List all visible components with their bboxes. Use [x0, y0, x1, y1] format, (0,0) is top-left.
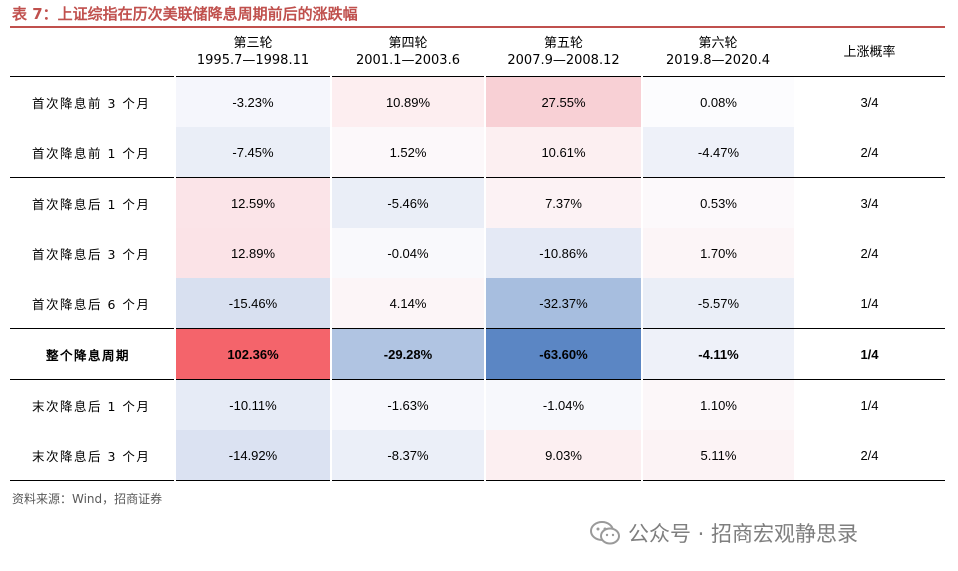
row-label: 首次降息后 1 个月 [32, 196, 151, 212]
value-cell: 12.89% [174, 228, 331, 278]
round-period: 2001.1—2003.6 [356, 53, 460, 68]
value-cell: 0.53% [641, 177, 794, 228]
probability-cell: 3/4 [860, 195, 879, 211]
value-cell: 9.03% [484, 430, 642, 481]
value-cell: -1.04% [484, 379, 642, 430]
value-cell: 102.36% [174, 328, 331, 380]
value-cell: -32.37% [484, 278, 642, 329]
value-cell: -5.46% [330, 177, 485, 228]
table-row: 首次降息前 3 个月 -3.23% 10.89% 27.55% 0.08% 3/… [10, 76, 945, 127]
probability-cell: 1/4 [860, 397, 879, 413]
round-name: 第三轮 [233, 36, 273, 51]
value-cell: -4.47% [641, 127, 794, 178]
value-cell: 4.14% [330, 278, 485, 329]
table-row: 末次降息后 3 个月 -14.92% -8.37% 9.03% 5.11% 2/… [10, 430, 945, 481]
table-title: 表 7：上证综指在历次美联储降息周期前后的涨跌幅 [12, 5, 358, 23]
title-divider [10, 26, 945, 28]
value-cell: 10.61% [484, 127, 642, 178]
source-note: 资料来源：Wind，招商证券 [12, 492, 163, 506]
value-cell: -63.60% [484, 328, 642, 380]
table-row-total: 整个降息周期 102.36% -29.28% -63.60% -4.11% 1/… [10, 328, 945, 380]
watermark-text: 公众号 · 招商宏观静思录 [628, 522, 859, 546]
probability-cell: 2/4 [794, 430, 945, 481]
value-cell: -8.37% [330, 430, 485, 481]
table-row: 首次降息后 6 个月 -15.46% 4.14% -32.37% -5.57% … [10, 278, 945, 329]
round-name: 第六轮 [698, 36, 738, 51]
value-cell: 10.89% [330, 76, 485, 127]
table-row: 首次降息前 1 个月 -7.45% 1.52% 10.61% -4.47% 2/… [10, 127, 945, 178]
value-cell: 12.59% [174, 177, 331, 228]
column-header: 第五轮 2007.9—2008.12 [485, 28, 642, 77]
round-period: 2019.8—2020.4 [666, 53, 770, 68]
value-cell: -7.45% [174, 127, 331, 178]
round-name: 第四轮 [388, 36, 428, 51]
column-header: 第六轮 2019.8—2020.4 [642, 28, 794, 77]
row-label: 首次降息前 1 个月 [10, 127, 175, 178]
row-label: 首次降息后 6 个月 [10, 278, 175, 329]
value-cell: -10.11% [174, 379, 331, 430]
header-corner [10, 28, 175, 77]
value-cell: -29.28% [330, 328, 485, 380]
value-cell: -3.23% [174, 76, 331, 127]
row-label: 首次降息后 3 个月 [32, 246, 151, 262]
header-row: 第三轮 1995.7—1998.11 第四轮 2001.1—2003.6 第五轮 20… [10, 28, 945, 77]
row-label: 整个降息周期 [10, 328, 175, 380]
value-cell: -14.92% [174, 430, 331, 481]
value-cell: -0.04% [330, 228, 485, 278]
value-cell: -1.63% [330, 379, 485, 430]
column-header: 第四轮 2001.1—2003.6 [331, 28, 485, 77]
probability-cell: 2/4 [860, 245, 879, 261]
value-cell: 0.08% [641, 76, 794, 127]
row-label: 末次降息后 3 个月 [10, 430, 175, 481]
round-period: 1995.7—1998.11 [196, 53, 310, 68]
row-label: 首次降息前 3 个月 [32, 95, 151, 111]
value-cell: 1.10% [641, 379, 794, 430]
table-row: 首次降息后 3 个月 12.89% -0.04% -10.86% 1.70% 2… [10, 228, 945, 278]
value-cell: -5.57% [641, 278, 794, 329]
table-row: 末次降息后 1 个月 -10.11% -1.63% -1.04% 1.10% 1… [10, 379, 945, 430]
value-cell: -15.46% [174, 278, 331, 329]
value-cell: 27.55% [484, 76, 642, 127]
returns-table: 第三轮 1995.7—1998.11 第四轮 2001.1—2003.6 第五轮 20… [10, 28, 945, 481]
round-period: 2007.9—2008.12 [507, 53, 620, 68]
value-cell: 7.37% [484, 177, 642, 228]
value-cell: -10.86% [484, 228, 642, 278]
value-cell: 5.11% [641, 430, 794, 481]
value-cell: 1.70% [641, 228, 794, 278]
wechat-icon [590, 521, 620, 545]
probability-cell: 1/4 [794, 278, 945, 329]
round-name: 第五轮 [543, 36, 583, 51]
probability-cell: 3/4 [860, 94, 879, 110]
probability-cell: 2/4 [794, 127, 945, 178]
table-row: 首次降息后 1 个月 12.59% -5.46% 7.37% 0.53% 3/4 [10, 177, 945, 228]
probability-cell: 1/4 [794, 328, 945, 380]
watermark: 公众号 · 招商宏观静思录 [590, 518, 858, 548]
column-header: 第三轮 1995.7—1998.11 [175, 28, 331, 77]
column-header-probability: 上涨概率 [794, 28, 945, 77]
row-label: 末次降息后 1 个月 [32, 398, 151, 414]
value-cell: 1.52% [330, 127, 485, 178]
value-cell: -4.11% [641, 328, 794, 380]
